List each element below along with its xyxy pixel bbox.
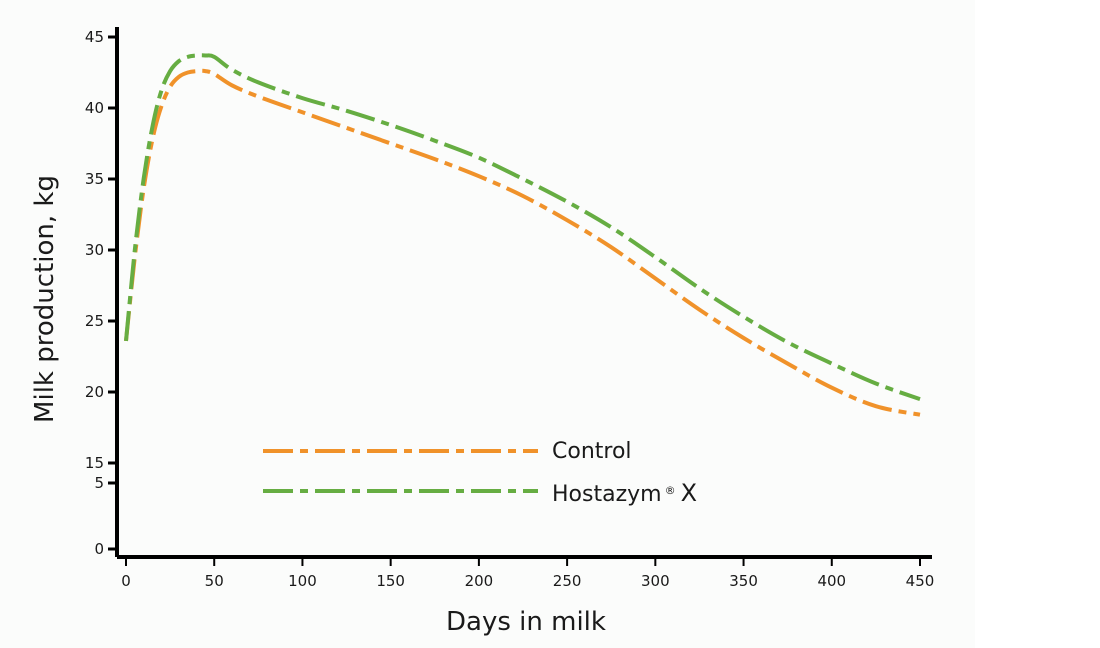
legend-registered-mark: ® <box>665 484 676 497</box>
x-tick-label: 350 <box>729 572 758 590</box>
legend-label-control: Control <box>552 439 632 464</box>
legend-label-hostazym-suffix: X <box>681 479 697 507</box>
y-tick-label: 30 <box>85 241 104 259</box>
x-axis-title: Days in milk <box>446 607 606 637</box>
x-tick-label: 200 <box>465 572 494 590</box>
x-tick-label: 0 <box>121 572 131 590</box>
series-line-hostazym <box>124 53 921 401</box>
y-tick-layer: 0 5 15 20 25 30 35 40 45 <box>85 28 117 558</box>
y-tick-label: 0 <box>94 540 104 558</box>
y-tick-label: 15 <box>85 454 104 472</box>
axes-layer <box>115 27 932 559</box>
legend-label-hostazym: Hostazym ® X <box>552 479 697 507</box>
series-layer <box>124 53 921 417</box>
x-tick-label: 100 <box>288 572 317 590</box>
x-tick-label: 400 <box>817 572 846 590</box>
y-tick-label: 45 <box>85 28 104 46</box>
y-tick-label: 35 <box>85 170 104 188</box>
x-tick-label: 50 <box>205 572 224 590</box>
y-tick-label: 40 <box>85 99 104 117</box>
y-tick-label: 5 <box>94 474 104 492</box>
legend-label-hostazym-name: Hostazym <box>552 482 662 507</box>
legend: Control Hostazym ® X <box>263 439 697 507</box>
y-tick-label: 20 <box>85 383 104 401</box>
y-axis-title: Milk production, kg <box>30 175 60 423</box>
x-tick-label: 300 <box>641 572 670 590</box>
series-line-control <box>124 68 921 417</box>
x-tick-label: 250 <box>553 572 582 590</box>
x-tick-label: 150 <box>376 572 405 590</box>
y-tick-label: 25 <box>85 312 104 330</box>
x-tick-layer: 0 50 100 150 200 250 300 350 400 450 <box>121 559 934 590</box>
x-tick-label: 450 <box>906 572 935 590</box>
